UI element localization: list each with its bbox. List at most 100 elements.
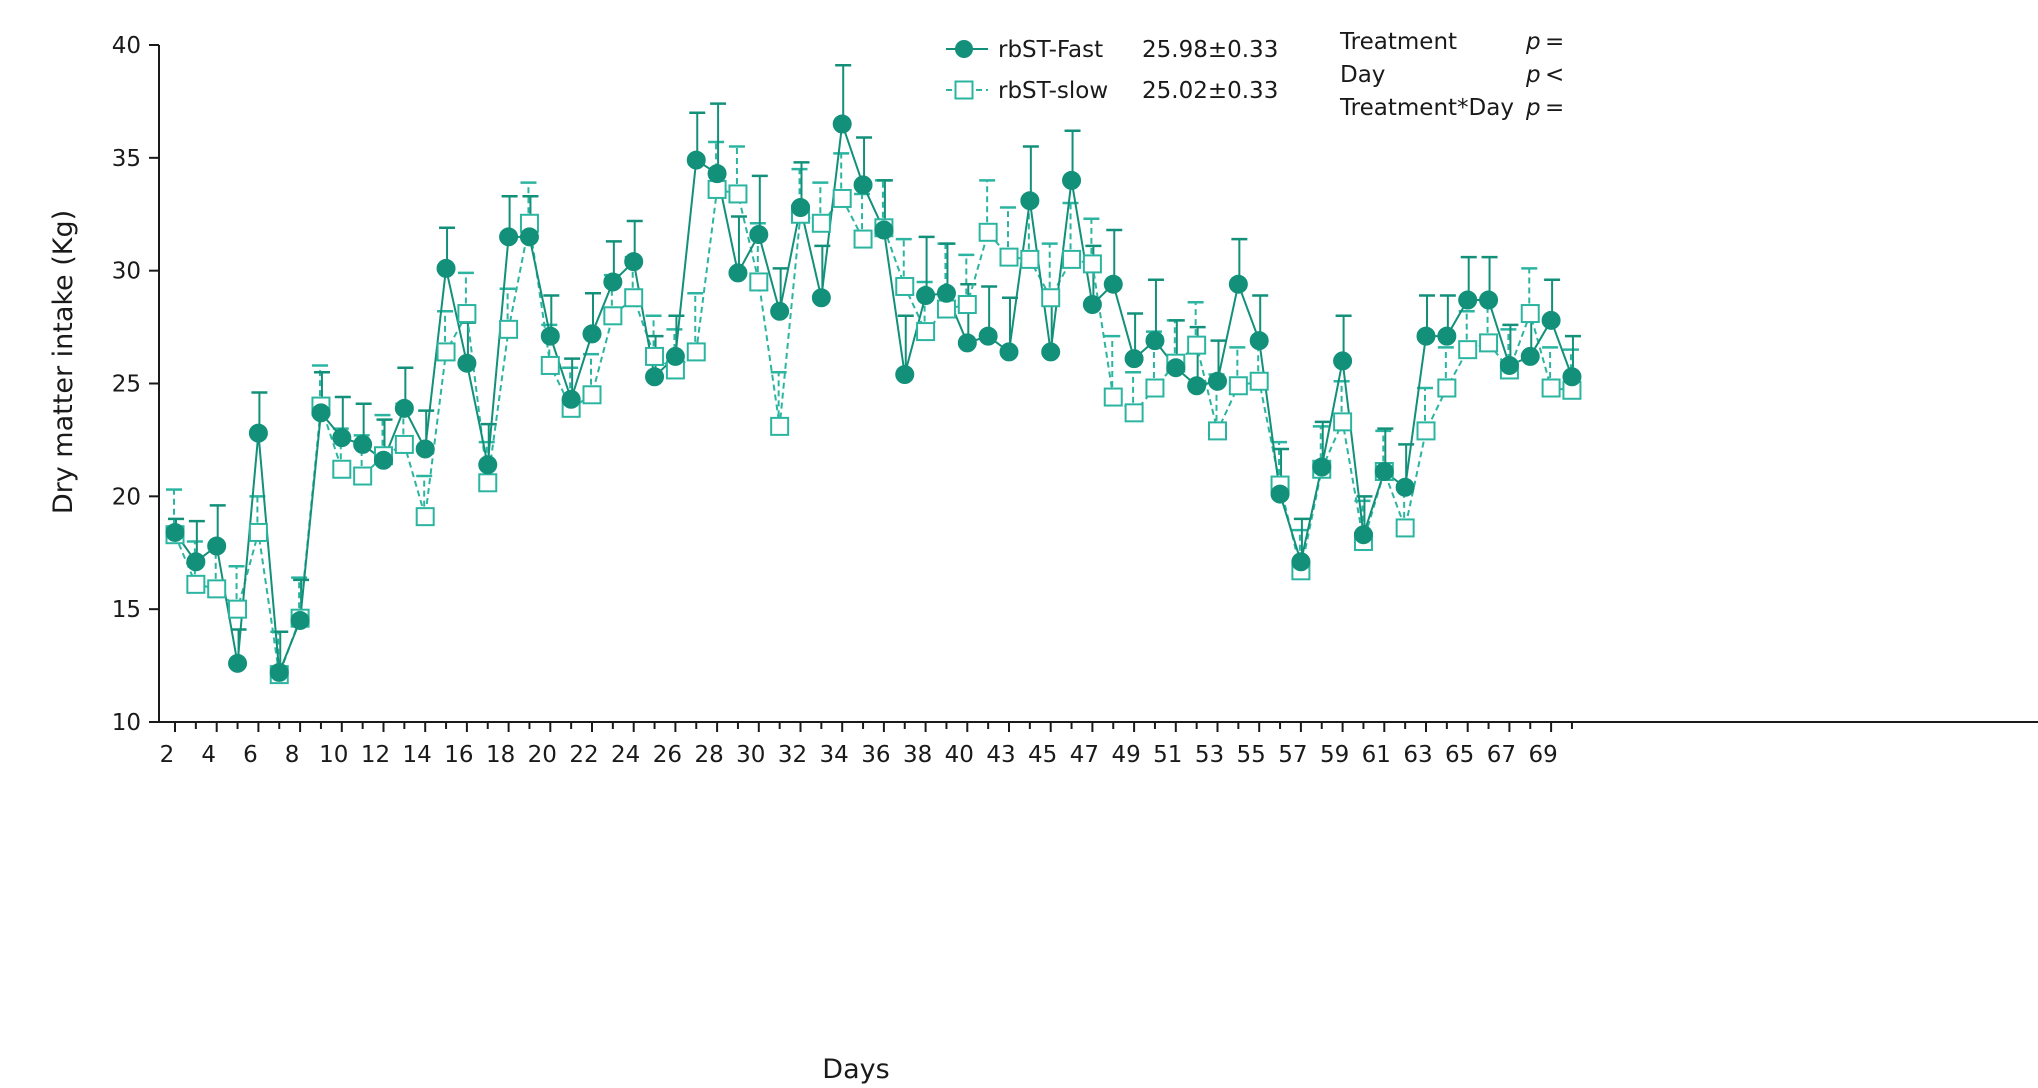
data-point (1062, 170, 1082, 190)
data-markers (165, 114, 1582, 685)
x-tick-label: 55 (1237, 742, 1266, 768)
data-point (770, 301, 790, 321)
x-tick-label: 69 (1528, 742, 1557, 768)
x-tick-label: 32 (778, 742, 807, 768)
data-point (1145, 331, 1165, 351)
x-tick-label: 18 (486, 742, 515, 768)
x-tick-label: 45 (1028, 742, 1057, 768)
data-point (603, 272, 623, 292)
legend-series-name: rbST-slow (998, 78, 1108, 104)
data-point (1291, 552, 1311, 572)
stats-label: Treatment*Day (1339, 95, 1514, 121)
data-point (1395, 477, 1415, 497)
data-point (478, 455, 498, 475)
data-point (936, 299, 956, 319)
data-point (624, 288, 644, 308)
x-tick-label: 51 (1153, 742, 1182, 768)
x-tick-label: 30 (736, 742, 765, 768)
stats-op: = (1545, 29, 1564, 55)
data-point (978, 326, 998, 346)
y-tick-label: 20 (112, 484, 141, 510)
legend-series-mean: 25.98±0.33 (1142, 37, 1278, 63)
data-point (624, 252, 644, 272)
data-point (1103, 387, 1123, 407)
x-tick-label: 4 (201, 742, 216, 768)
data-point (686, 150, 706, 170)
data-point (332, 428, 352, 448)
data-point (1228, 274, 1248, 294)
data-point (478, 473, 498, 493)
stats-op: = (1545, 95, 1564, 121)
data-point (457, 353, 477, 373)
data-point (1249, 331, 1269, 351)
data-point (1145, 378, 1165, 398)
data-point (1124, 349, 1144, 369)
data-point (540, 355, 560, 375)
x-tick-label: 53 (1195, 742, 1224, 768)
x-tick-label: 16 (444, 742, 473, 768)
y-axis-title: Dry matter intake (Kg) (48, 210, 79, 514)
data-point (832, 114, 852, 134)
data-point (1353, 525, 1373, 545)
data-point (770, 416, 790, 436)
x-tick-label: 6 (243, 742, 258, 768)
data-point (186, 574, 206, 594)
data-point (936, 283, 956, 303)
data-point (248, 423, 268, 443)
data-point (1562, 367, 1582, 387)
x-tick-label: 22 (569, 742, 598, 768)
stats-block: Treatment p =Day p <Treatment*Day p = (1339, 29, 1564, 121)
data-point (811, 213, 831, 233)
data-point (1437, 326, 1457, 346)
data-point (165, 522, 185, 542)
data-point (645, 367, 665, 387)
stats-p: p (1525, 95, 1541, 121)
data-point (582, 385, 602, 405)
x-tick-label: 61 (1362, 742, 1391, 768)
data-point (853, 175, 873, 195)
x-tick-label: 49 (1111, 742, 1140, 768)
data-point (228, 599, 248, 619)
data-point (665, 346, 685, 366)
data-point (436, 258, 456, 278)
data-point (999, 247, 1019, 267)
data-point (1020, 249, 1040, 269)
data-point (645, 346, 665, 366)
data-point (749, 225, 769, 245)
y-tick-label: 35 (112, 146, 141, 172)
x-tick-label: 36 (861, 742, 890, 768)
y-tick-label: 15 (112, 597, 141, 623)
data-point (999, 342, 1019, 362)
data-point (1479, 290, 1499, 310)
data-point (311, 403, 331, 423)
data-point (1312, 457, 1332, 477)
x-tick-label: 14 (403, 742, 432, 768)
x-tick-label: 24 (611, 742, 640, 768)
data-point (290, 610, 310, 630)
data-point (1333, 351, 1353, 371)
x-tick-label: 20 (528, 742, 557, 768)
legend-swatch-marker (954, 80, 974, 100)
x-tick-label: 63 (1403, 742, 1432, 768)
data-point (1479, 333, 1499, 353)
data-point (582, 324, 602, 344)
data-point (394, 434, 414, 454)
data-point (1395, 518, 1415, 538)
x-tick-label: 59 (1320, 742, 1349, 768)
data-point (832, 188, 852, 208)
data-point (728, 263, 748, 283)
data-point (791, 197, 810, 217)
data-point (499, 227, 519, 247)
data-point (1020, 191, 1040, 211)
data-point (895, 276, 915, 296)
data-point (1374, 462, 1394, 482)
data-point (603, 306, 623, 326)
x-tick-label: 12 (361, 742, 390, 768)
data-point (1166, 358, 1186, 378)
data-point (353, 434, 373, 454)
data-point (1208, 371, 1227, 391)
data-point (916, 285, 936, 305)
x-tick-label: 10 (319, 742, 348, 768)
x-tick-label: 34 (820, 742, 849, 768)
data-point (1541, 378, 1561, 398)
